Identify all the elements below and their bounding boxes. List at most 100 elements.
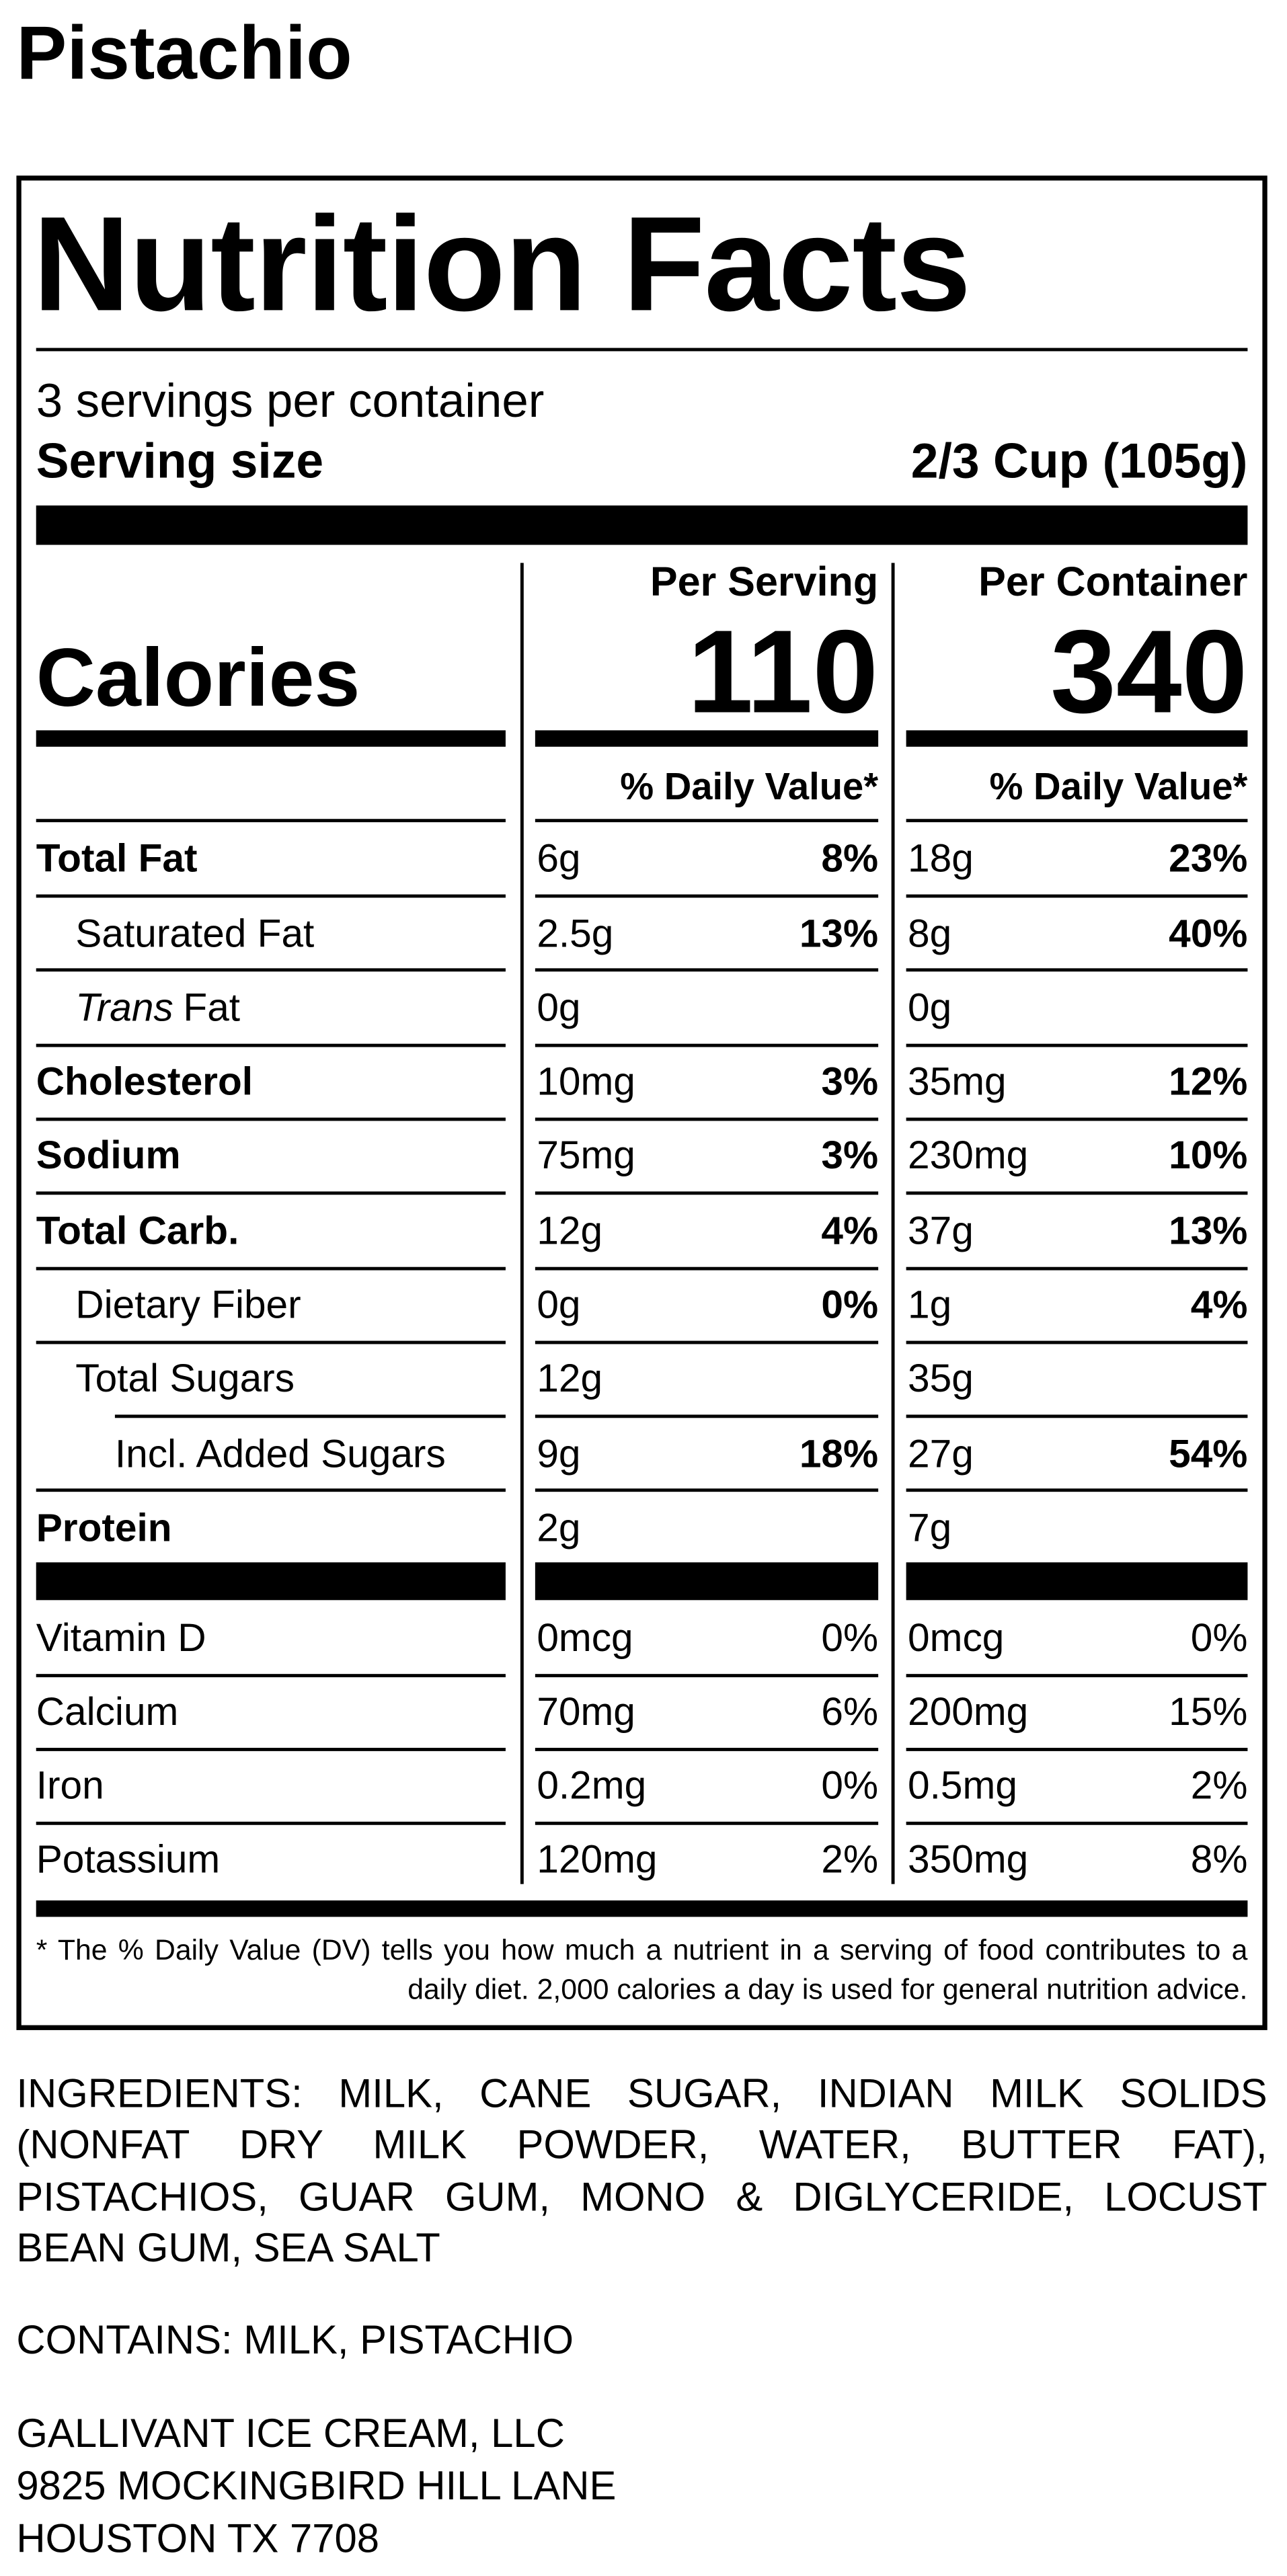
serving-dv: 3% [821,1060,879,1105]
thick-rule [906,730,1248,747]
container-dv: 23% [1169,837,1248,882]
container-amount: 0mcg [908,1617,1005,1662]
nutrient-name: Cholesterol [36,1060,254,1105]
nutrient-name: Total Carb. [36,1209,239,1254]
rule [36,894,506,898]
rule [36,1340,506,1344]
rule [114,1414,506,1418]
serving-amount: 0g [537,1283,581,1328]
serving-dv: 4% [821,1209,879,1254]
serving-dv: 0% [821,1617,879,1662]
rule [36,1191,506,1195]
rule [36,969,506,972]
thick-rule [36,730,506,747]
servings: 3 servings per container [36,375,545,428]
container-amount: 230mg [908,1134,1029,1179]
nutrient-name: Total Fat [36,837,198,882]
dv-header: % Daily Value* [620,764,879,807]
rule [535,1191,879,1195]
calories-container: 340 [1050,606,1248,738]
serving-size-label: Serving size [36,434,324,489]
container-amount: 350mg [908,1838,1029,1883]
serving-amount: 2.5g [537,912,614,957]
thick-rule [535,1562,879,1601]
container-amount: 7g [908,1506,952,1551]
rule [535,1489,879,1493]
container-dv: 4% [1190,1283,1248,1328]
address-line: HOUSTON TX 7708 [16,2517,380,2562]
serving-dv: 0% [821,1764,879,1809]
rule [535,1117,879,1121]
rule [906,1191,1248,1195]
nutrient-name: Total Sugars [75,1357,295,1402]
nutrient-name: Sodium [36,1134,181,1179]
container-dv: 10% [1169,1134,1248,1179]
container-amount: 35mg [908,1060,1007,1105]
address-line: GALLIVANT ICE CREAM, LLC [16,2412,565,2457]
container-dv: 13% [1169,1209,1248,1254]
serving-dv: 13% [799,912,879,957]
rule [535,969,879,972]
rule [906,1414,1248,1418]
nutrient-name: Vitamin D [36,1617,206,1662]
column-divider [520,563,524,1884]
per-serving-header: Per Serving [650,559,879,605]
rule [36,348,1248,352]
serving-amount: 70mg [537,1691,635,1735]
nutrient-name: Iron [36,1764,104,1809]
serving-amount: 12g [537,1357,603,1402]
nutrient-name: Potassium [36,1838,221,1883]
rule [535,1821,879,1825]
rule [36,1266,506,1270]
container-dv: 54% [1169,1432,1248,1477]
nutrient-name: Calcium [36,1691,179,1735]
thick-rule [36,505,1248,545]
rule [906,1043,1248,1047]
container-amount: 27g [908,1432,974,1477]
container-dv: 15% [1169,1691,1248,1735]
rule [906,819,1248,823]
serving-dv: 8% [821,837,879,882]
container-dv: 2% [1190,1764,1248,1809]
serving-amount: 6g [537,837,581,882]
rule [906,1117,1248,1121]
serving-dv: 6% [821,1691,879,1735]
column-divider [891,563,895,1884]
nutrient-name-italic: Trans [75,985,173,1031]
container-amount: 0g [908,985,952,1031]
thick-rule [36,1900,1248,1917]
rule [906,1340,1248,1344]
rule [36,1674,506,1678]
nutrient-name: Saturated Fat [75,912,315,957]
serving-amount: 75mg [537,1134,635,1179]
nutrient-name: Trans Fat [75,981,240,1036]
container-dv: 8% [1190,1838,1248,1883]
rule [535,819,879,823]
thick-rule [535,730,879,747]
container-amount: 1g [908,1283,952,1328]
address-line: 9825 MOCKINGBIRD HILL LANE [16,2464,617,2509]
container-amount: 35g [908,1357,974,1402]
serving-amount: 0.2mg [537,1764,647,1809]
serving-amount: 0g [537,985,581,1031]
serving-amount: 9g [537,1432,581,1477]
label-box [16,175,1268,2030]
rule [36,1821,506,1825]
rule [535,894,879,898]
thick-rule [36,1562,506,1601]
container-amount: 0.5mg [908,1764,1017,1809]
rule [906,1748,1248,1751]
container-dv: 40% [1169,912,1248,957]
serving-dv: 2% [821,1838,879,1883]
serving-dv: 3% [821,1134,879,1179]
serving-amount: 10mg [537,1060,635,1105]
dv-header: % Daily Value* [989,764,1248,807]
rule [36,1043,506,1047]
serving-dv: 0% [821,1283,879,1328]
serving-amount: 2g [537,1506,581,1551]
thick-rule [906,1562,1248,1601]
rule [36,819,506,823]
container-dv: 12% [1169,1060,1248,1105]
